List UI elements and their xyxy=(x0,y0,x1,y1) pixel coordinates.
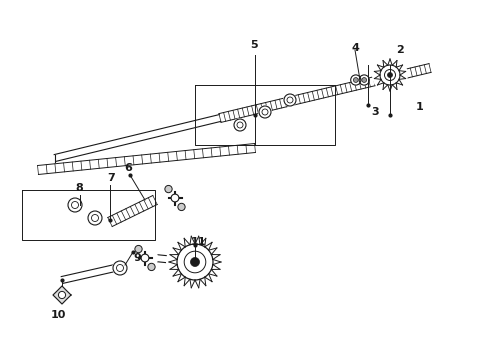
Circle shape xyxy=(132,245,158,271)
Text: 5: 5 xyxy=(250,40,258,50)
Text: 3: 3 xyxy=(371,107,379,117)
Circle shape xyxy=(372,57,408,93)
Polygon shape xyxy=(61,265,116,283)
Polygon shape xyxy=(108,195,157,226)
Circle shape xyxy=(58,291,66,298)
Circle shape xyxy=(362,78,367,82)
Polygon shape xyxy=(38,144,255,175)
Text: 11: 11 xyxy=(190,237,206,247)
Circle shape xyxy=(191,257,199,266)
Text: 7: 7 xyxy=(107,173,115,183)
Circle shape xyxy=(283,93,297,107)
Circle shape xyxy=(233,118,247,132)
Text: 6: 6 xyxy=(124,163,132,173)
Circle shape xyxy=(353,78,358,82)
Polygon shape xyxy=(155,255,196,265)
Circle shape xyxy=(178,203,185,211)
Text: 2: 2 xyxy=(396,45,404,55)
Circle shape xyxy=(148,263,155,271)
Circle shape xyxy=(388,72,392,77)
Text: 9: 9 xyxy=(133,253,141,263)
Text: 1: 1 xyxy=(416,102,424,112)
Circle shape xyxy=(166,233,224,291)
Circle shape xyxy=(258,105,272,119)
Circle shape xyxy=(67,197,83,213)
Polygon shape xyxy=(219,64,431,122)
Circle shape xyxy=(162,185,188,211)
Text: 10: 10 xyxy=(50,310,66,320)
Circle shape xyxy=(141,254,149,262)
Circle shape xyxy=(112,260,128,276)
Circle shape xyxy=(51,284,73,306)
Polygon shape xyxy=(53,286,71,304)
Circle shape xyxy=(171,194,179,202)
Circle shape xyxy=(350,75,361,85)
Circle shape xyxy=(87,210,103,226)
Text: 4: 4 xyxy=(351,43,359,53)
Circle shape xyxy=(359,75,369,85)
Circle shape xyxy=(135,246,142,253)
Polygon shape xyxy=(54,114,221,161)
Circle shape xyxy=(165,185,172,193)
Text: 8: 8 xyxy=(75,183,83,193)
